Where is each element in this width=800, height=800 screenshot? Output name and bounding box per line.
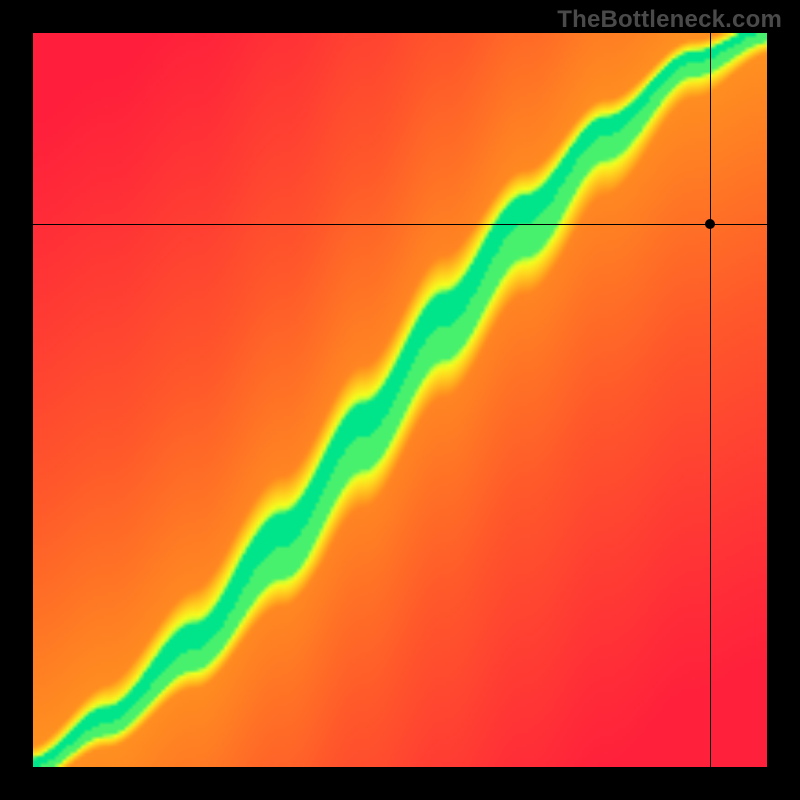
crosshair-vertical (710, 33, 711, 767)
heatmap-plot (33, 33, 767, 767)
heatmap-canvas (33, 33, 767, 767)
watermark-text: TheBottleneck.com (557, 6, 782, 34)
crosshair-marker (705, 219, 715, 229)
crosshair-horizontal (33, 224, 767, 225)
